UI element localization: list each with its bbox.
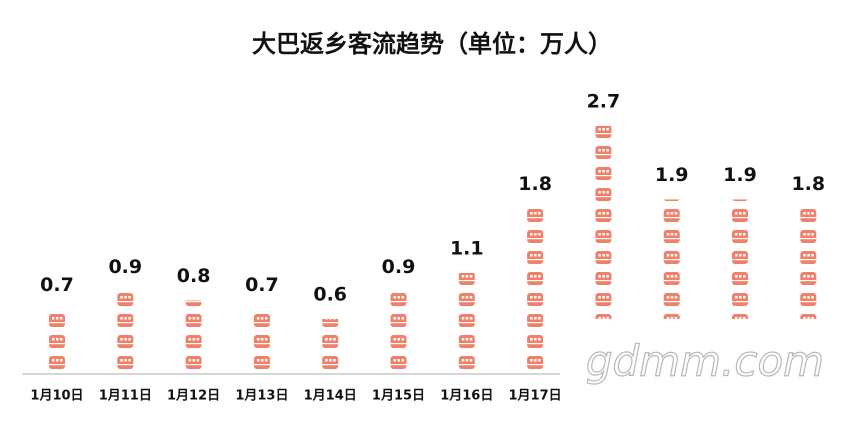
watermark: gdmm.com xyxy=(586,337,824,386)
bar xyxy=(457,272,476,374)
x-tick-label: 1月12日 xyxy=(167,389,220,404)
chart-title: 大巴返乡客流趋势（单位：万人） xyxy=(252,30,612,58)
bar xyxy=(321,318,340,374)
value-label: 1.8 xyxy=(791,173,825,195)
value-label: 0.6 xyxy=(313,283,347,305)
x-tick-label: 1月14日 xyxy=(304,389,357,404)
value-label: 2.7 xyxy=(587,91,621,113)
value-label: 0.7 xyxy=(245,274,279,296)
bar xyxy=(116,291,135,374)
x-tick-label: 1月15日 xyxy=(372,389,425,404)
x-tick-label: 1月17日 xyxy=(509,389,562,404)
bar xyxy=(184,300,203,374)
bar xyxy=(48,309,66,374)
value-label: 0.9 xyxy=(108,256,142,278)
x-tick-label: 1月13日 xyxy=(235,389,288,404)
x-tick-label: 1月16日 xyxy=(440,389,493,404)
x-tick-label: 1月10日 xyxy=(30,389,83,404)
bar xyxy=(252,309,271,374)
bar xyxy=(526,208,545,374)
value-label: 0.8 xyxy=(177,265,211,287)
value-label: 1.1 xyxy=(450,237,484,259)
watermark-backdrop xyxy=(583,319,865,424)
x-tick-label: 1月11日 xyxy=(99,389,152,404)
bar xyxy=(594,126,613,374)
value-label: 1.9 xyxy=(655,164,689,186)
value-label: 0.7 xyxy=(40,274,74,296)
value-label: 1.9 xyxy=(723,164,757,186)
value-label: 0.9 xyxy=(382,256,416,278)
value-label: 1.8 xyxy=(518,173,552,195)
bar xyxy=(389,291,408,374)
